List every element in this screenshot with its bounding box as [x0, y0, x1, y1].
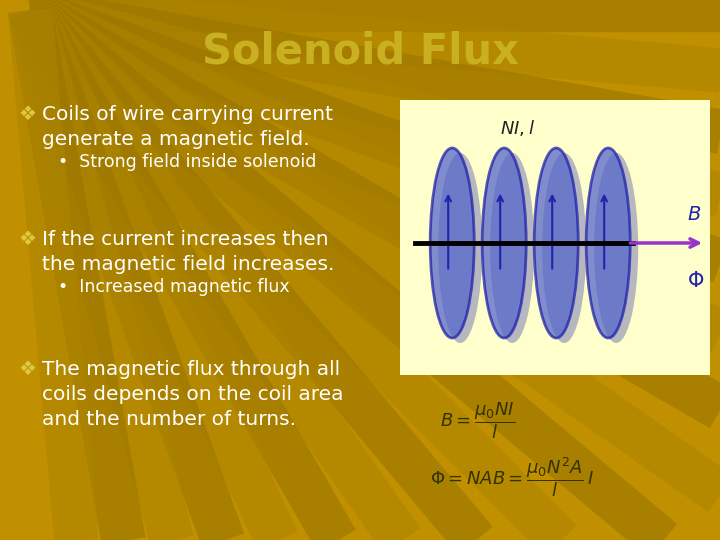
- Text: ❖: ❖: [18, 360, 36, 379]
- Text: $\Phi = NAB = \dfrac{\mu_0 N^2 A}{l}\, I$: $\Phi = NAB = \dfrac{\mu_0 N^2 A}{l}\, I…: [430, 455, 594, 499]
- Text: •  Increased magnetic flux: • Increased magnetic flux: [58, 278, 289, 296]
- Ellipse shape: [482, 148, 526, 338]
- Ellipse shape: [586, 148, 630, 338]
- Text: $B$: $B$: [687, 206, 701, 225]
- Ellipse shape: [438, 153, 482, 343]
- Text: If the current increases then
the magnetic field increases.: If the current increases then the magnet…: [42, 230, 334, 274]
- Ellipse shape: [542, 153, 586, 343]
- Bar: [400, 100, 710, 375]
- Ellipse shape: [534, 148, 578, 338]
- Text: $B = \dfrac{\mu_0 NI}{l}$: $B = \dfrac{\mu_0 NI}{l}$: [440, 400, 516, 441]
- Text: •  Strong field inside solenoid: • Strong field inside solenoid: [58, 153, 316, 171]
- Ellipse shape: [431, 148, 474, 338]
- Text: Coils of wire carrying current
generate a magnetic field.: Coils of wire carrying current generate …: [42, 105, 333, 149]
- Ellipse shape: [490, 153, 534, 343]
- Ellipse shape: [594, 153, 638, 343]
- Text: ❖: ❖: [18, 230, 36, 249]
- Text: $\Phi$: $\Phi$: [687, 271, 704, 291]
- Text: ❖: ❖: [18, 105, 36, 124]
- Text: $NI, l$: $NI, l$: [500, 118, 535, 138]
- Text: The magnetic flux through all
coils depends on the coil area
and the number of t: The magnetic flux through all coils depe…: [42, 360, 343, 429]
- Text: Solenoid Flux: Solenoid Flux: [202, 31, 518, 73]
